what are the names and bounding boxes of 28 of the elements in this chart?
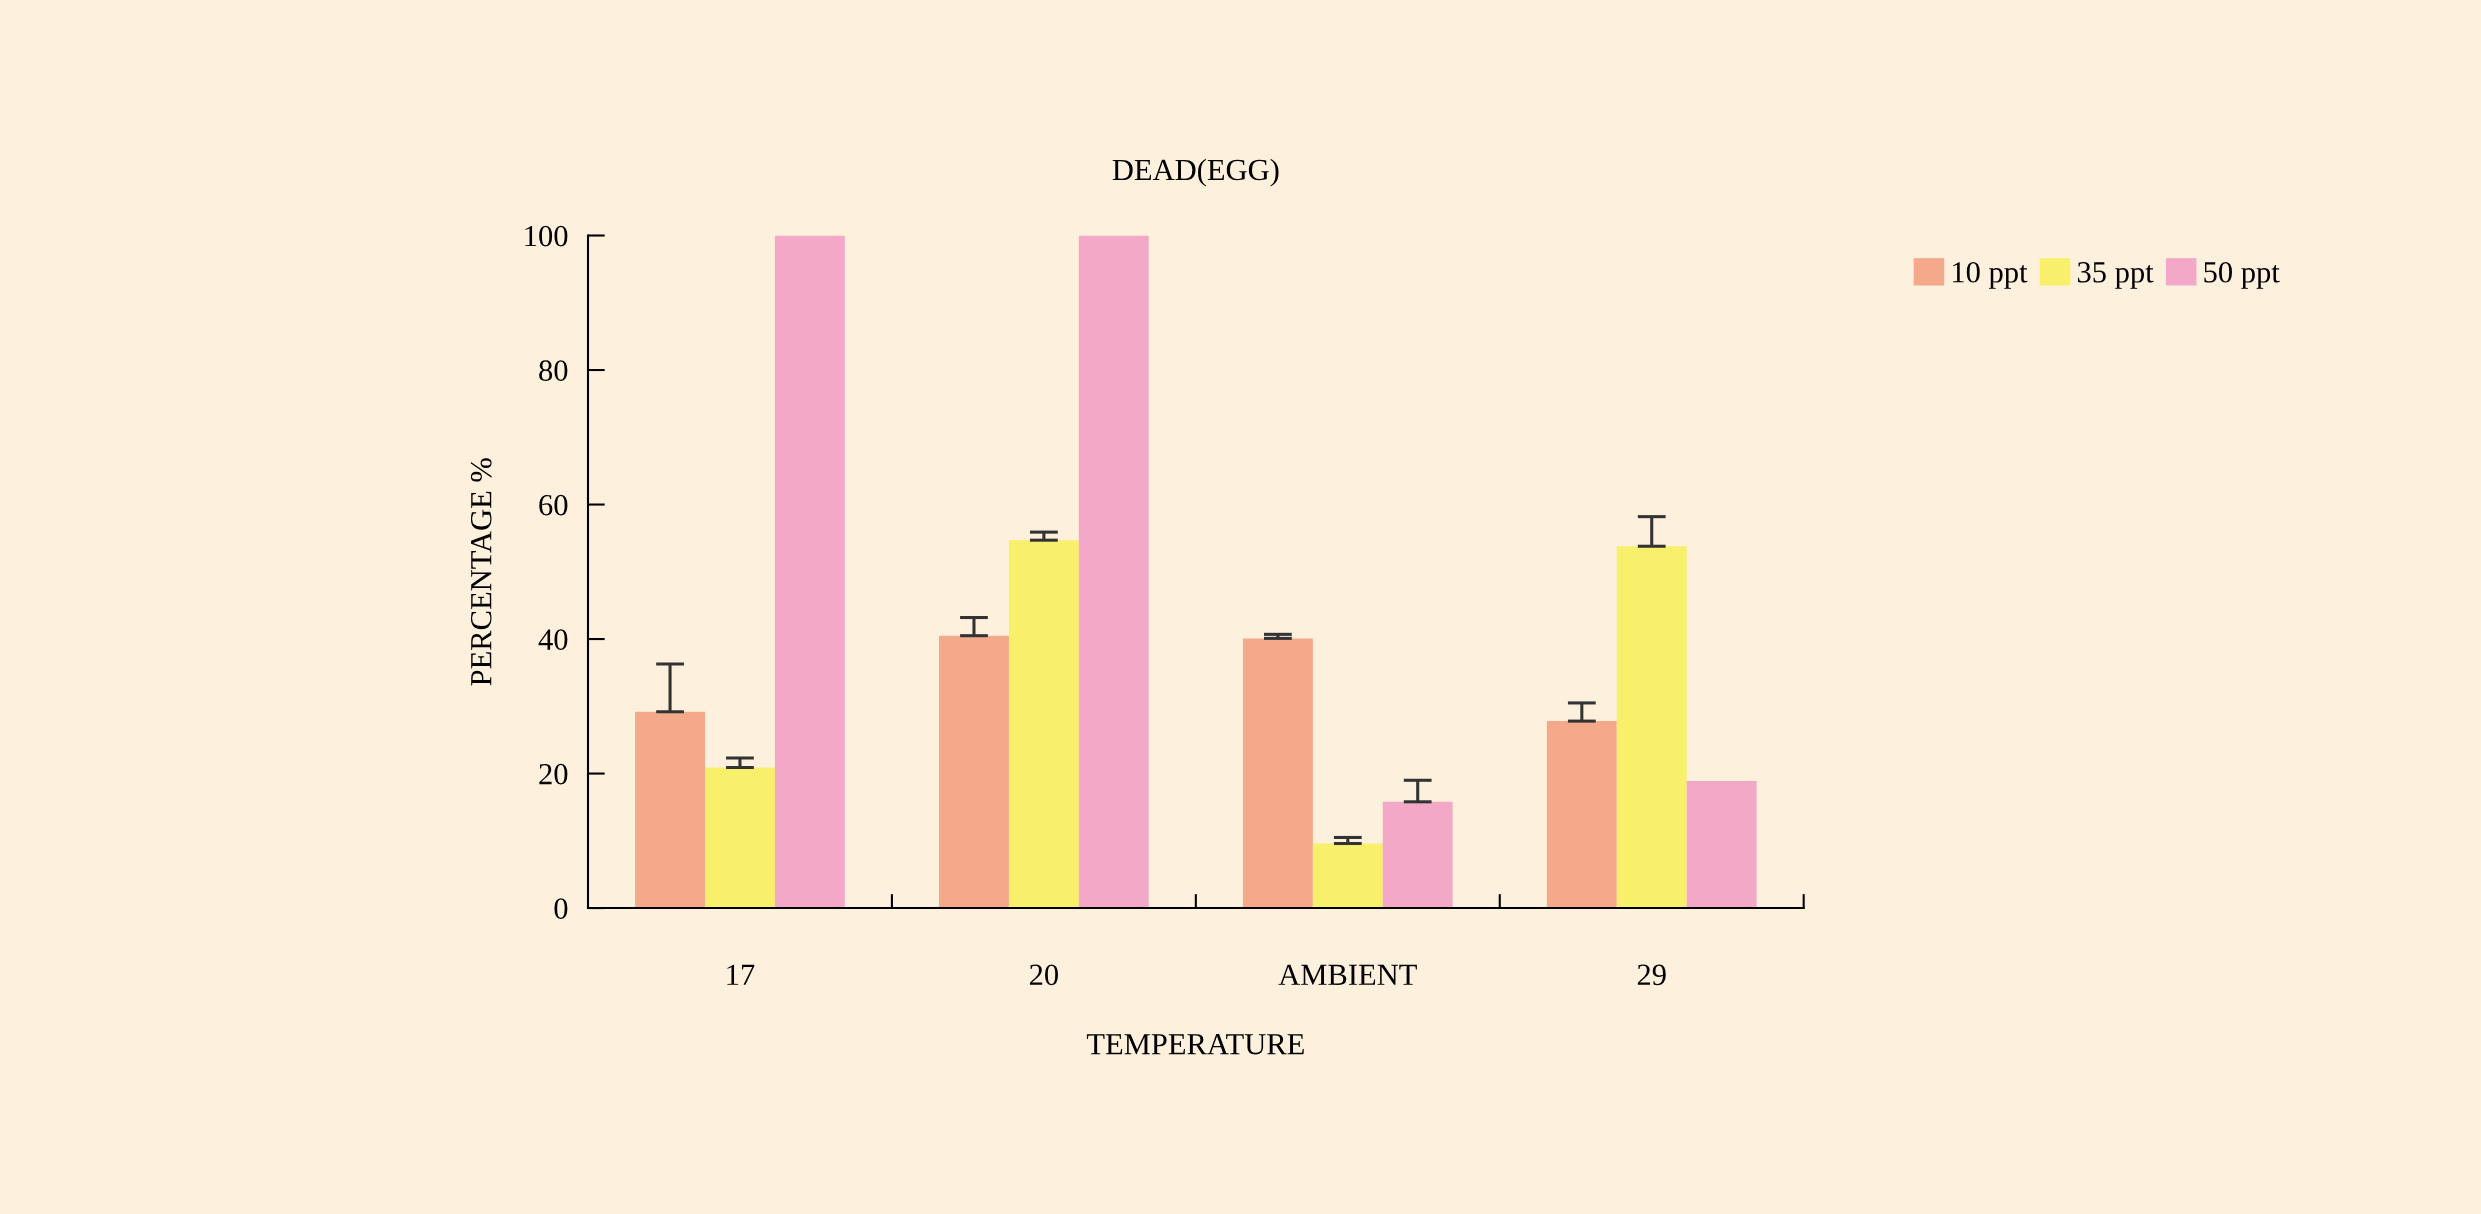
y-tick-label: 60: [539, 494, 568, 516]
x-tick-label: 29: [1637, 964, 1666, 986]
bar: [774, 235, 845, 909]
legend-label: 35 ppt: [2077, 262, 2154, 289]
chart-title: DEAD(EGG): [1112, 158, 1279, 187]
x-tick-label: 20: [1029, 964, 1058, 986]
y-tick-label: 0: [554, 898, 568, 919]
y-tick-label: 20: [539, 763, 568, 785]
legend-label: 50 ppt: [2204, 261, 2280, 289]
x-tick-label: AMBIENT: [1278, 964, 1417, 985]
bar: [1078, 235, 1149, 909]
bar: [939, 635, 1009, 909]
y-axis-title: PERCENTAGE %: [470, 458, 492, 686]
x-tick-label: 17: [727, 964, 755, 985]
y-tick-label: 40: [538, 629, 568, 650]
bar: [1242, 638, 1313, 909]
x-axis-title: TEMPERATURE: [1086, 1034, 1304, 1055]
y-tick-label: 80: [539, 360, 568, 381]
y-tick-label: 100: [525, 225, 568, 247]
bar: [635, 711, 706, 909]
bar: [705, 767, 775, 909]
bar: [1546, 721, 1617, 909]
bar: [1382, 801, 1453, 909]
legend-label: 10 ppt: [1953, 261, 2028, 289]
bar: [1008, 540, 1079, 909]
bar: [1616, 546, 1687, 909]
bar: [1686, 780, 1757, 909]
bar: [1312, 843, 1383, 909]
